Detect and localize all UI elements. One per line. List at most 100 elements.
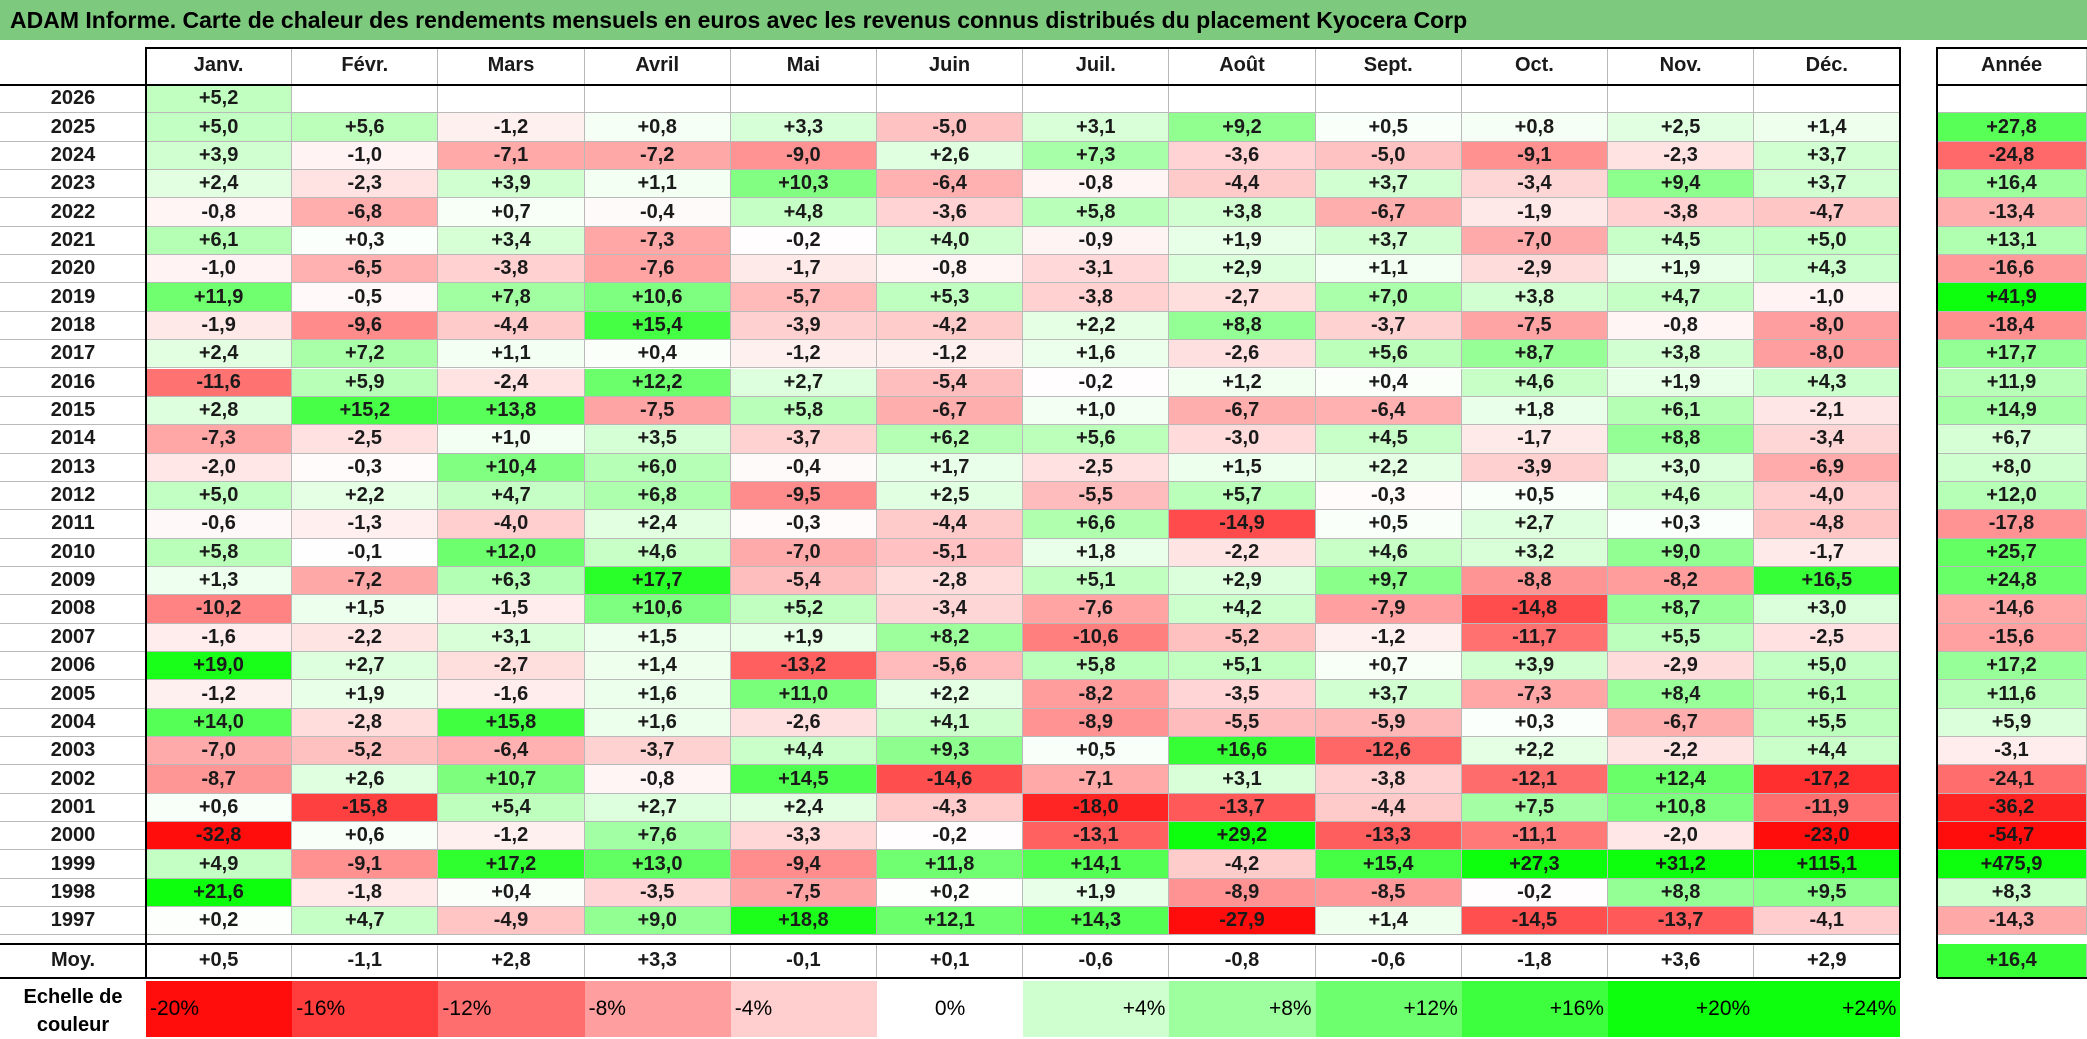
heat-cell-2005-12: +6,1 <box>1754 680 1901 709</box>
average-cell-9: -0,6 <box>1315 943 1462 978</box>
heat-cell-2004-8: -5,5 <box>1169 708 1316 738</box>
heat-cell-2007-6: +8,2 <box>877 623 1024 652</box>
color-scale-stop-5: -4% <box>730 981 877 1037</box>
heat-cell-2022-4: -0,4 <box>584 198 731 227</box>
heat-cell-2024-9: -5,0 <box>1315 141 1462 171</box>
heat-cell-2018-4: +15,4 <box>584 311 731 341</box>
heat-cell-2003-3: -6,4 <box>438 737 585 766</box>
heat-cell-2026-3 <box>438 85 585 114</box>
heat-cell-2001-2: -15,8 <box>292 793 439 823</box>
heat-cell-2016-6: -5,4 <box>877 368 1024 397</box>
heat-cell-2013-7: -2,5 <box>1023 453 1170 482</box>
heat-cell-2020-7: -3,1 <box>1023 255 1170 284</box>
heat-cell-2001-9: -4,4 <box>1315 793 1462 823</box>
annual-cell-2014: +6,7 <box>1937 425 2087 454</box>
heat-cell-2016-4: +12,2 <box>584 368 731 397</box>
heat-cell-2003-1: -7,0 <box>146 737 293 766</box>
year-label-2018: 2018 <box>0 311 146 341</box>
year-label-2016: 2016 <box>0 368 146 397</box>
heat-cell-2002-12: -17,2 <box>1754 765 1901 794</box>
heat-cell-2005-11: +8,4 <box>1608 680 1755 709</box>
heat-cell-2018-8: +8,8 <box>1169 311 1316 341</box>
month-header-7: Juil. <box>1023 47 1170 85</box>
heat-cell-2011-3: -4,0 <box>438 510 585 539</box>
year-label-2008: 2008 <box>0 595 146 624</box>
year-label-2024: 2024 <box>0 141 146 171</box>
table-right-line <box>1899 47 1902 978</box>
annual-cell-2007: -15,6 <box>1937 623 2087 652</box>
annual-cell-1997: -14,3 <box>1937 907 2087 936</box>
heat-cell-2007-10: -11,7 <box>1461 623 1608 652</box>
average-top-line <box>0 942 1901 945</box>
heat-cell-2018-2: -9,6 <box>292 311 439 341</box>
heat-cell-2008-7: -7,6 <box>1023 595 1170 624</box>
heat-cell-2011-6: -4,4 <box>877 510 1024 539</box>
heat-cell-2010-1: +5,8 <box>146 538 293 567</box>
heat-cell-2006-3: -2,7 <box>438 652 585 681</box>
heat-cell-2021-9: +3,7 <box>1315 226 1462 256</box>
heat-cell-2024-6: +2,6 <box>877 141 1024 171</box>
heat-cell-2020-9: +1,1 <box>1315 255 1462 284</box>
heat-cell-2022-1: -0,8 <box>146 198 293 227</box>
annual-cell-2017: +17,7 <box>1937 340 2087 369</box>
heat-cell-2012-11: +4,6 <box>1608 481 1755 511</box>
year-label-2010: 2010 <box>0 538 146 567</box>
heat-cell-2013-10: -3,9 <box>1461 453 1608 482</box>
year-label-2021: 2021 <box>0 226 146 256</box>
annual-cell-1998: +8,3 <box>1937 878 2087 908</box>
heat-cell-2009-7: +5,1 <box>1023 566 1170 596</box>
heat-cell-2012-7: -5,5 <box>1023 481 1170 511</box>
heat-cell-2014-9: +4,5 <box>1315 425 1462 454</box>
heat-cell-2014-2: -2,5 <box>292 425 439 454</box>
heat-cell-2016-8: +1,2 <box>1169 368 1316 397</box>
annual-cell-2019: +41,9 <box>1937 283 2087 312</box>
heat-cell-2004-4: +1,6 <box>584 708 731 738</box>
heat-cell-2021-3: +3,4 <box>438 226 585 256</box>
heat-cell-2005-7: -8,2 <box>1023 680 1170 709</box>
heat-cell-2002-4: -0,8 <box>584 765 731 794</box>
color-scale-label: Echelle de couleur <box>23 986 123 1036</box>
heat-cell-2017-4: +0,4 <box>584 340 731 369</box>
heat-cell-2022-7: +5,8 <box>1023 198 1170 227</box>
heat-cell-2014-6: +6,2 <box>877 425 1024 454</box>
heat-cell-2017-12: -8,0 <box>1754 340 1901 369</box>
heat-cell-2015-8: -6,7 <box>1169 396 1316 426</box>
heat-cell-1998-2: -1,8 <box>292 878 439 908</box>
heat-cell-2016-5: +2,7 <box>730 368 877 397</box>
heat-cell-2003-2: -5,2 <box>292 737 439 766</box>
heat-cell-2026-9 <box>1315 85 1462 114</box>
heat-cell-2013-3: +10,4 <box>438 453 585 482</box>
heat-cell-2006-6: -5,6 <box>877 652 1024 681</box>
annual-header: Année <box>1937 47 2087 85</box>
month-header-3: Mars <box>438 47 585 85</box>
heat-cell-2025-5: +3,3 <box>730 113 877 142</box>
annual-left-line <box>1936 47 1938 978</box>
heat-cell-2004-7: -8,9 <box>1023 708 1170 738</box>
annual-cell-2015: +14,9 <box>1937 396 2087 426</box>
heat-cell-2017-2: +7,2 <box>292 340 439 369</box>
color-scale-stop-9: +12% <box>1315 981 1462 1037</box>
heat-cell-1999-1: +4,9 <box>146 850 293 879</box>
heat-cell-2005-1: -1,2 <box>146 680 293 709</box>
annual-cell-2005: +11,6 <box>1937 680 2087 709</box>
heat-cell-2021-10: -7,0 <box>1461 226 1608 256</box>
heat-cell-1999-9: +15,4 <box>1315 850 1462 879</box>
heat-cell-2013-1: -2,0 <box>146 453 293 482</box>
heat-cell-2018-11: -0,8 <box>1608 311 1755 341</box>
year-label-2025: 2025 <box>0 113 146 142</box>
heat-cell-2019-3: +7,8 <box>438 283 585 312</box>
heat-cell-2019-2: -0,5 <box>292 283 439 312</box>
month-header-11: Nov. <box>1608 47 1755 85</box>
heat-cell-2012-12: -4,0 <box>1754 481 1901 511</box>
color-scale-stop-1: -20% <box>146 981 293 1037</box>
heat-cell-1999-11: +31,2 <box>1608 850 1755 879</box>
heat-cell-1997-11: -13,7 <box>1608 907 1755 936</box>
heat-cell-2019-6: +5,3 <box>877 283 1024 312</box>
color-scale-stop-6: 0% <box>877 981 1024 1037</box>
heat-cell-2008-5: +5,2 <box>730 595 877 624</box>
heat-cell-2012-4: +6,8 <box>584 481 731 511</box>
heat-cell-2020-6: -0,8 <box>877 255 1024 284</box>
heat-cell-2016-1: -11,6 <box>146 368 293 397</box>
heat-cell-2019-12: -1,0 <box>1754 283 1901 312</box>
